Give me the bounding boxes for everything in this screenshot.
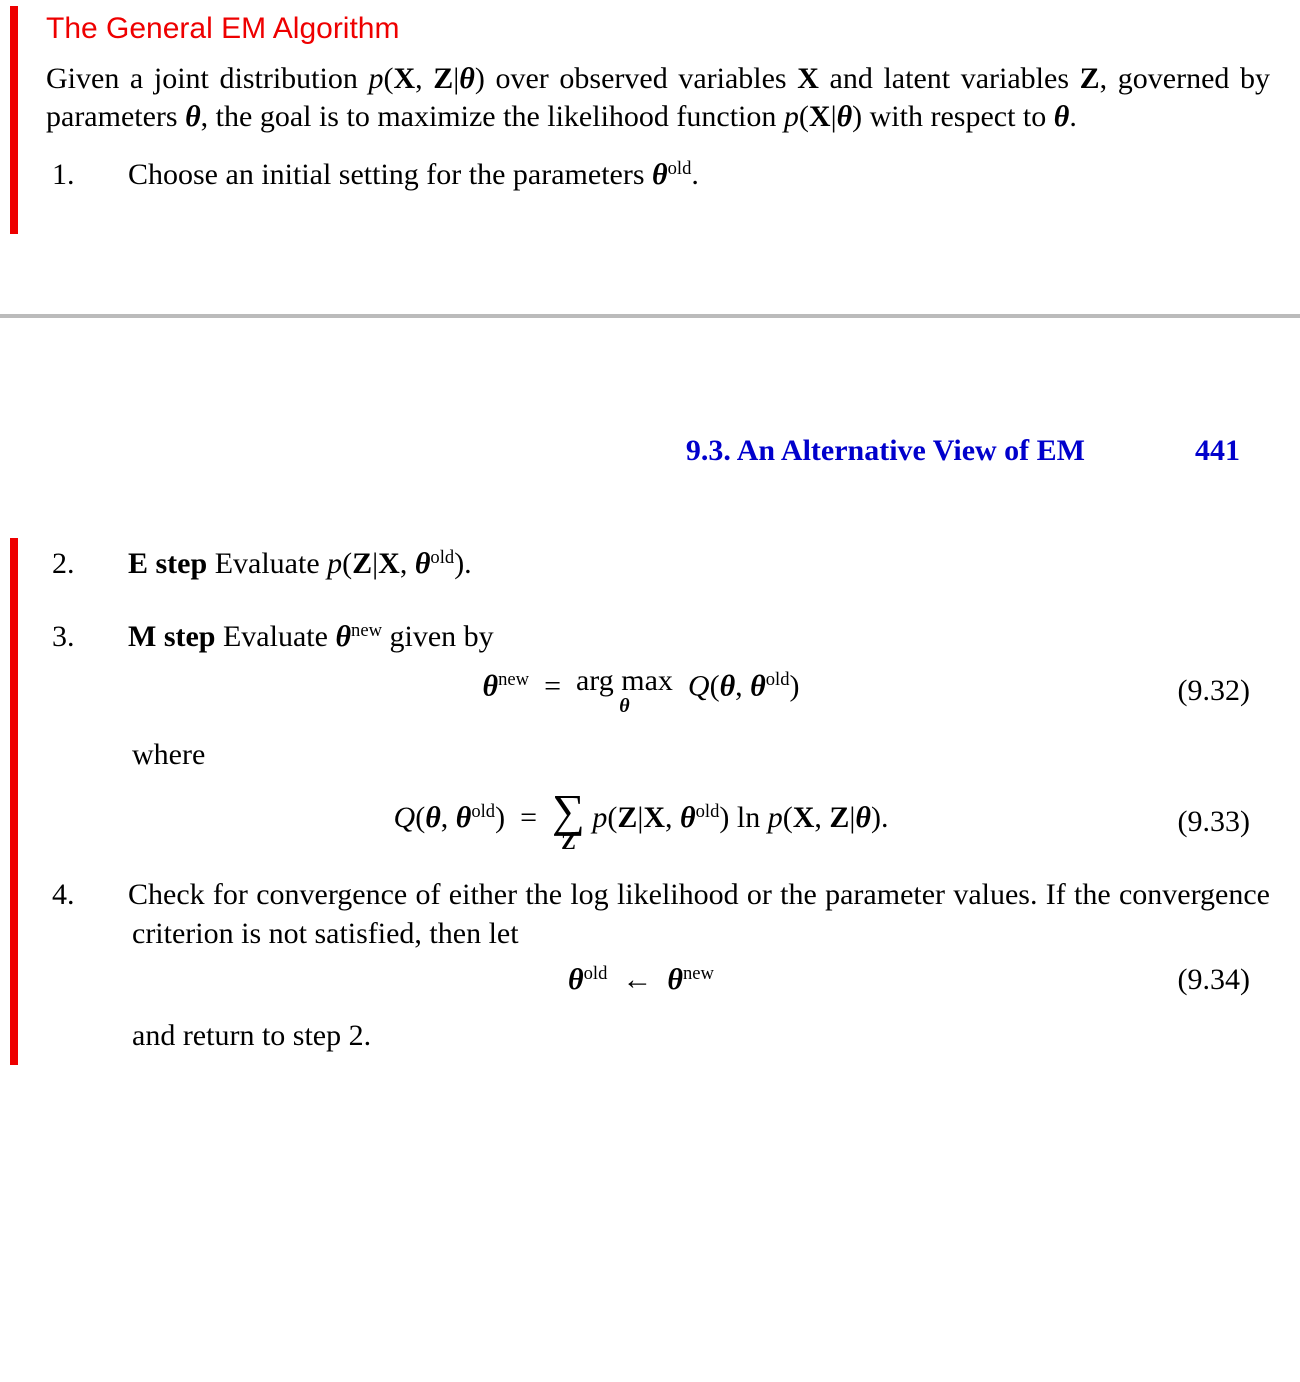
algorithm-intro: Given a joint distribution p(X, Z|θ) ove… [46, 60, 1270, 135]
page-break [0, 234, 1300, 394]
algorithm-title: The General EM Algorithm [46, 12, 1270, 46]
step-3: 3.M step Evaluate θnew given by [46, 617, 1270, 656]
equation-9-32: θnew = arg maxθ Q(θ, θold) (9.32) [46, 666, 1270, 716]
page-break-rule [0, 314, 1300, 318]
equation-9-32-number: (9.32) [1150, 674, 1270, 708]
step-2-text: E step Evaluate p(Z|X, θold). [128, 547, 472, 580]
equation-9-34-number: (9.34) [1150, 963, 1270, 997]
step-4-text: Check for convergence of either the log … [128, 878, 1270, 950]
equation-9-33-body: Q(θ, θold) = ∑Z p(Z|X, θold) ln p(X, Z|θ… [132, 790, 1150, 853]
step-4-number: 4. [92, 875, 128, 914]
step-1-number: 1. [92, 155, 128, 194]
step-3-number: 3. [92, 617, 128, 656]
algorithm-box-top: The General EM Algorithm Given a joint d… [10, 6, 1290, 234]
where-label: where [46, 738, 1270, 772]
step-1: 1.Choose an initial setting for the para… [46, 155, 1270, 194]
equation-9-33: Q(θ, θold) = ∑Z p(Z|X, θold) ln p(X, Z|θ… [46, 790, 1270, 853]
step-3-text: M step Evaluate θnew given by [128, 620, 494, 653]
step-1-text: Choose an initial setting for the parame… [128, 158, 699, 191]
equation-9-34: θold ← θnew (9.34) [46, 963, 1270, 997]
page: The General EM Algorithm Given a joint d… [0, 6, 1300, 1065]
equation-9-34-body: θold ← θnew [132, 963, 1150, 997]
equation-9-33-number: (9.33) [1150, 805, 1270, 839]
step-2: 2.E step Evaluate p(Z|X, θold). [46, 544, 1270, 583]
running-header: 9.3. An Alternative View of EM 441 [0, 394, 1300, 538]
section-title: 9.3. An Alternative View of EM [686, 434, 1085, 468]
step-4-tail: and return to step 2. [46, 1019, 1270, 1053]
step-4: 4.Check for convergence of either the lo… [46, 875, 1270, 953]
algorithm-box-bottom: 2.E step Evaluate p(Z|X, θold). 3.M step… [10, 538, 1290, 1065]
equation-9-32-body: θnew = arg maxθ Q(θ, θold) [132, 666, 1150, 716]
page-number: 441 [1195, 434, 1240, 468]
step-2-number: 2. [92, 544, 128, 583]
